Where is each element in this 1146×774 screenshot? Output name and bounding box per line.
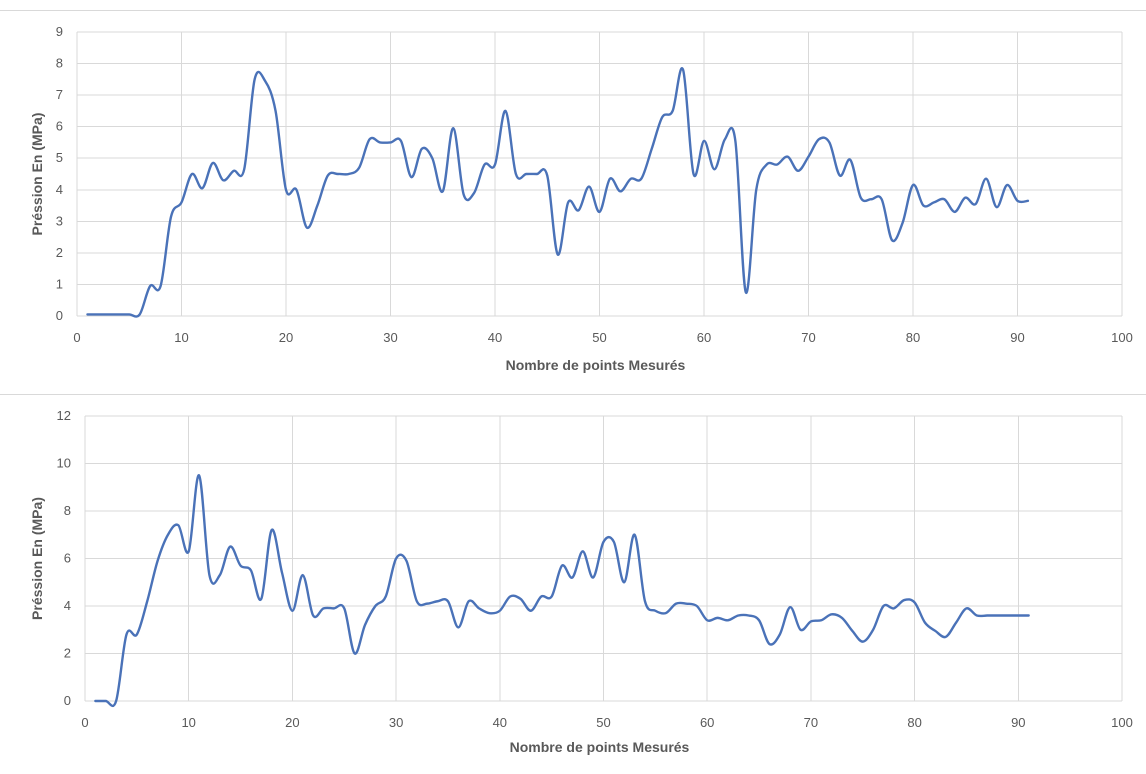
chart2-ytick-label: 8 <box>64 503 71 518</box>
chart1-xtick-label: 60 <box>697 330 711 345</box>
chart1-ytick-label: 4 <box>56 182 63 197</box>
chart1-xtick-label: 20 <box>279 330 293 345</box>
chart-divider <box>0 394 1146 395</box>
chart1-ytick-label: 6 <box>56 119 63 134</box>
chart1-ytick-label: 9 <box>56 24 63 39</box>
chart2-xtick-label: 0 <box>81 715 88 730</box>
chart1-ytick-label: 1 <box>56 276 63 291</box>
chart1-ytick-label: 0 <box>56 308 63 323</box>
chart-panel-2: 0 2 4 6 8 10 12 0 10 20 30 40 50 60 70 80 90 100 Nombre de… <box>0 396 1146 774</box>
chart2-ytick-label: 0 <box>64 693 71 708</box>
chart2-xtick-label: 100 <box>1111 715 1133 730</box>
chart1-xtick-label: 10 <box>174 330 188 345</box>
chart2-pressure-series-line <box>94 474 1030 708</box>
chart2-ytick-label: 2 <box>64 646 71 661</box>
chart1-ytick-label: 7 <box>56 87 63 102</box>
chart2-xtick-label: 10 <box>181 715 195 730</box>
chart1-ytick-label: 3 <box>56 213 63 228</box>
chart2-ytick-label: 12 <box>57 408 71 423</box>
chart1-ytick-label: 2 <box>56 245 63 260</box>
chart2-x-axis-title: Nombre de points Mesurés <box>510 739 690 755</box>
chart2-xtick-label: 80 <box>907 715 921 730</box>
chart-panel-1: 0 1 2 3 4 5 6 7 8 9 0 10 20 30 40 50 60 70 80 90 100 Nombre d… <box>29 24 1133 373</box>
chart2-xtick-label: 40 <box>493 715 507 730</box>
chart1-xtick-label: 80 <box>906 330 920 345</box>
pressure-chart-2: 0 2 4 6 8 10 12 0 10 20 30 40 50 60 70 80 90 100 Nombre de… <box>29 408 1133 755</box>
chart2-ytick-label: 4 <box>64 598 71 613</box>
chart1-xtick-label: 0 <box>73 330 80 345</box>
chart2-xtick-label: 60 <box>700 715 714 730</box>
chart1-ytick-label: 8 <box>56 56 63 71</box>
chart2-xtick-label: 90 <box>1011 715 1025 730</box>
chart2-xtick-label: 20 <box>285 715 299 730</box>
chart1-y-axis-title: Préssion En (MPa) <box>29 113 45 236</box>
chart1-xtick-label: 40 <box>488 330 502 345</box>
chart1-xtick-label: 100 <box>1111 330 1133 345</box>
top-border <box>0 10 1146 11</box>
chart2-y-axis-title: Préssion En (MPa) <box>29 497 45 620</box>
chart1-pressure-series-line <box>86 67 1030 318</box>
chart2-ytick-label: 10 <box>57 456 71 471</box>
chart2-xtick-label: 70 <box>804 715 818 730</box>
chart1-xtick-label: 30 <box>383 330 397 345</box>
chart2-ytick-label: 6 <box>64 551 71 566</box>
chart2-xtick-label: 50 <box>596 715 610 730</box>
chart1-xtick-label: 50 <box>592 330 606 345</box>
chart1-xtick-label: 90 <box>1010 330 1024 345</box>
chart1-x-axis-title: Nombre de points Mesurés <box>506 357 686 373</box>
chart1-ytick-label: 5 <box>56 150 63 165</box>
chart2-xtick-label: 30 <box>389 715 403 730</box>
chart1-xtick-label: 70 <box>801 330 815 345</box>
